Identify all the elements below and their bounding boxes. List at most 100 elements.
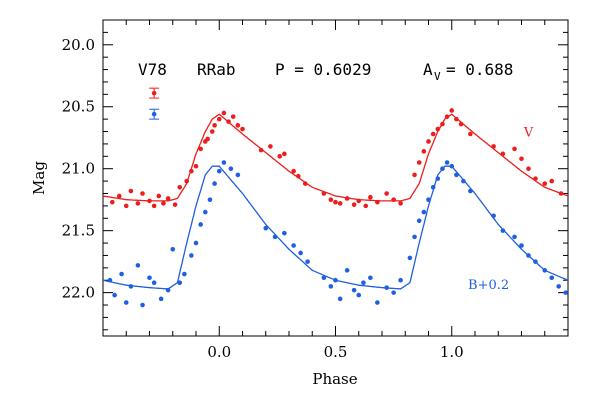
v-data-point [384,191,389,196]
y-tick-label: 21.0 [62,160,95,178]
v-data-point [412,172,417,178]
v-data-point [240,126,245,132]
b-data-point [421,209,427,215]
b-data-point [556,284,561,289]
b-data-point [203,209,208,215]
v-data-point [344,196,350,201]
b-data-point [221,160,227,165]
b-data-point [272,234,278,240]
v-data-point [533,176,538,181]
v-data-point [165,196,171,201]
b-data-point [263,225,269,231]
v-data-point [296,173,301,179]
v-data-point [110,199,115,205]
star-annotation: V78 RRab P = 0.6029 A V = 0.688 [138,60,513,83]
b-data-point [151,280,157,286]
period-text: P = 0.6029 [275,60,371,79]
v-data-point [226,119,231,124]
v-data-point [221,110,227,116]
v-data-point [454,116,459,122]
b-data-point [344,268,350,273]
v-data-point [216,116,222,122]
v-data-point [512,146,517,152]
b-data-point [298,250,303,256]
b-data-point [430,184,436,190]
b-data-point [337,296,343,302]
b-data-point [454,172,459,178]
x-tick-labels: 0.0 0.5 1.0 [207,343,463,361]
b-data-point [426,197,431,202]
b-data-point [207,197,213,202]
v-data-point [549,178,555,184]
b-data-point [198,222,203,227]
v-data-point [558,191,564,196]
b-data-point [351,287,357,293]
b-data-point [147,275,152,281]
y-axis-label: Mag [30,161,48,195]
v-data-point [189,168,194,174]
v-data-point [542,181,548,186]
b-data-point [519,243,524,248]
data-points [107,108,568,308]
v-data-point [333,199,338,205]
v-data-point [282,151,287,157]
v-data-point [328,197,334,202]
b-data-point [412,234,417,240]
v-data-point [277,154,283,159]
b-data-point [170,246,176,252]
b-data-point [549,275,555,281]
v-data-point [258,147,264,153]
v-data-point [519,156,524,162]
y-tick-labels: 20.0 20.5 21.0 21.5 22.0 [62,36,95,302]
y-tick-label: 21.5 [62,222,95,240]
v-data-point [526,166,531,172]
v-data-point [321,191,327,196]
v-data-point [128,188,134,194]
axis-ticks [102,19,569,336]
v-data-point [161,201,166,206]
v-data-point [116,193,122,199]
v-data-point [140,191,145,196]
star-type: RRab [197,60,236,79]
v-data-point [209,129,215,134]
b-data-point [123,300,129,305]
b-data-point [158,296,164,302]
v-data-point [449,108,455,113]
error-bars [149,87,160,120]
b-data-point [398,277,403,283]
v-data-point [398,201,403,206]
b-data-point [435,176,441,181]
v-data-point [235,123,241,128]
b-data-point [461,178,466,184]
amplitude-subscript: V [434,70,441,83]
b-data-point [526,253,531,258]
b-template-curve [102,165,569,290]
b-data-point [356,292,362,298]
v-data-point [205,136,210,142]
b-data-point [384,285,389,290]
v-data-point [123,203,129,209]
v-data-point [172,202,178,207]
amplitude-label: A [423,60,433,79]
x-tick-label: 0.5 [324,343,348,361]
b-data-point [112,292,117,298]
v-data-point [500,151,506,157]
b-data-point [140,302,145,308]
y-tick-label: 22.0 [62,284,95,302]
b-data-point [189,253,194,258]
amplitude-value: = 0.688 [446,60,513,79]
v-data-point [291,168,296,174]
b-data-point [542,268,548,273]
v-data-point [440,121,445,127]
series-label-b: B+0.2 [468,278,509,293]
v-data-point [458,121,464,127]
b-data-point [321,275,327,281]
b-data-point [512,234,517,240]
b-data-point [165,287,171,293]
b-data-point [282,230,287,236]
b-data-point [291,243,296,248]
b-data-point [177,280,183,286]
b-data-point [182,271,187,277]
v-data-point [363,203,369,209]
